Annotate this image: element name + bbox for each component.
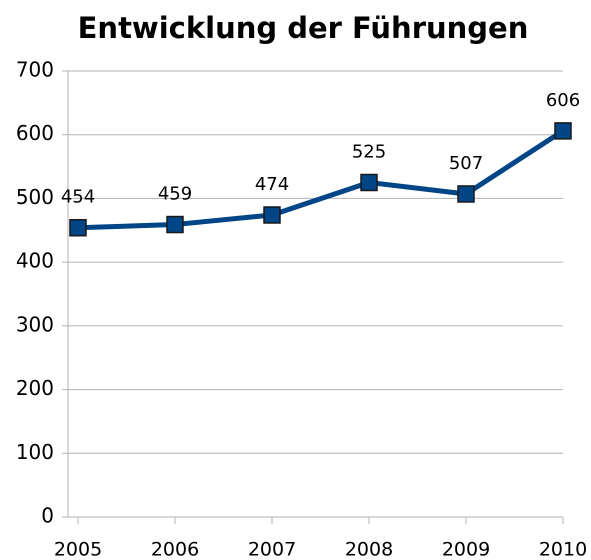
marker — [166, 215, 184, 234]
y-tick-label: 0 — [41, 504, 54, 528]
marker — [554, 122, 572, 140]
marker — [263, 206, 281, 224]
y-tick-label: 100 — [16, 440, 54, 464]
data-label: 525 — [352, 142, 386, 163]
data-label: 507 — [449, 153, 483, 174]
chart-title: Entwicklung der Führungen — [78, 11, 529, 45]
y-tick-label: 300 — [16, 312, 54, 336]
data-label: 606 — [546, 90, 580, 111]
y-tick-label: 500 — [16, 185, 54, 209]
marker — [457, 185, 475, 203]
series-line — [77, 128, 565, 231]
x-tick-label: 2008 — [345, 539, 393, 560]
y-tick-label: 700 — [16, 58, 54, 82]
x-tick-label: 2007 — [248, 539, 296, 560]
x-tick-label: 2006 — [151, 539, 199, 560]
y-tick-label: 600 — [16, 121, 54, 145]
y-tick-label: 400 — [16, 249, 54, 273]
data-label: 474 — [255, 174, 289, 195]
data-label: 454 — [61, 187, 95, 208]
data-label: 459 — [158, 184, 192, 205]
marker — [69, 218, 87, 237]
marker — [360, 173, 378, 192]
x-tick-label: 2010 — [539, 539, 587, 560]
y-tick-label: 200 — [16, 376, 54, 400]
x-tick-label: 2005 — [54, 539, 102, 560]
x-tick-label: 2009 — [442, 539, 490, 560]
